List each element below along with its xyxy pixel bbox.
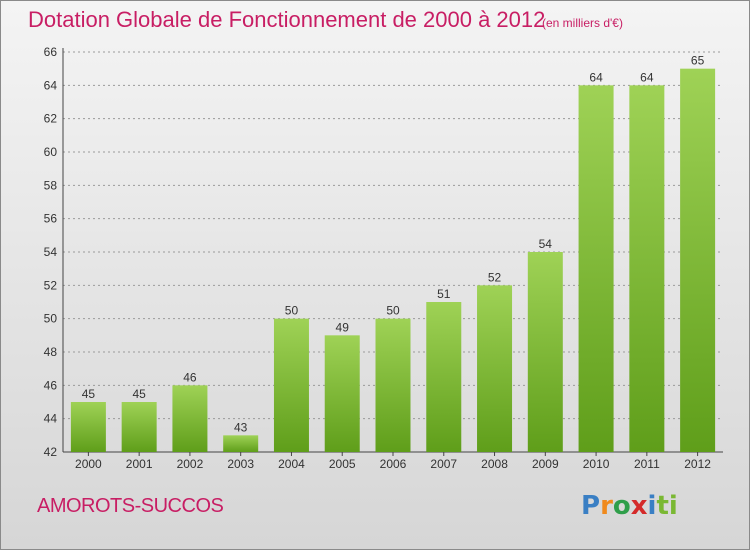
bar — [375, 318, 411, 452]
logo-letter: o — [612, 491, 631, 521]
logo-letter: P — [581, 491, 601, 521]
y-tick-label: 56 — [44, 212, 58, 226]
data-label: 64 — [640, 70, 654, 84]
logo-letter: i — [647, 491, 657, 521]
bar — [477, 285, 513, 452]
x-tick-label: 2001 — [126, 457, 153, 471]
bar — [578, 85, 614, 452]
y-tick-label: 50 — [44, 312, 58, 326]
bar — [121, 402, 157, 452]
y-tick-label: 54 — [44, 245, 58, 259]
data-label: 54 — [539, 237, 553, 251]
chart-subtitle: (en milliers d'€) — [542, 16, 623, 30]
data-labels: 45 45 46 43 50 49 50 51 52 54 64 64 65 — [82, 54, 705, 435]
data-label: 50 — [386, 304, 400, 318]
x-tick-label: 2007 — [430, 457, 457, 471]
chart-title: Dotation Globale de Fonctionnement de 20… — [28, 7, 546, 32]
bar — [426, 302, 462, 452]
bar — [273, 318, 309, 452]
y-tick-label: 62 — [44, 112, 58, 126]
logo-letter: ti — [656, 491, 678, 521]
x-tick-label: 2006 — [380, 457, 407, 471]
x-tick-label: 2000 — [75, 457, 102, 471]
data-label: 46 — [183, 370, 197, 384]
logo-letter: r — [600, 491, 613, 521]
commune-name: AMOROTS-SUCCOS — [37, 495, 224, 517]
data-label: 52 — [488, 270, 502, 284]
y-tick-label: 48 — [44, 345, 58, 359]
y-tick-label: 42 — [44, 445, 58, 459]
x-tick-label: 2005 — [329, 457, 356, 471]
y-tick-label: 46 — [44, 378, 58, 392]
x-tick-label: 2002 — [177, 457, 204, 471]
data-label: 64 — [589, 70, 603, 84]
x-axis: 2000 2001 2002 2003 2004 2005 2006 2007 2008 2009… — [75, 452, 711, 471]
data-label: 50 — [285, 304, 299, 318]
data-label: 45 — [132, 387, 146, 401]
bar — [223, 435, 259, 452]
y-tick-label: 52 — [44, 278, 58, 292]
y-tick-label: 44 — [44, 412, 58, 426]
bar — [172, 385, 208, 452]
data-label: 45 — [82, 387, 96, 401]
proxiti-logo[interactable]: Proxiti — [581, 491, 678, 521]
x-tick-label: 2009 — [532, 457, 559, 471]
x-tick-label: 2010 — [583, 457, 610, 471]
bar — [324, 335, 360, 452]
bars — [70, 68, 716, 453]
bar — [527, 252, 563, 452]
data-label: 43 — [234, 420, 248, 434]
x-tick-label: 2011 — [634, 457, 660, 471]
x-tick-label: 2008 — [481, 457, 508, 471]
logo-letter: x — [630, 491, 648, 521]
bar — [680, 68, 716, 453]
y-tick-label: 66 — [44, 45, 58, 59]
bar — [70, 402, 106, 452]
data-label: 51 — [437, 287, 451, 301]
x-tick-label: 2004 — [278, 457, 305, 471]
bar — [629, 85, 665, 452]
x-tick-label: 2003 — [227, 457, 254, 471]
y-tick-label: 64 — [44, 78, 58, 92]
x-tick-label: 2012 — [684, 457, 711, 471]
y-tick-label: 60 — [44, 145, 58, 159]
data-label: 49 — [336, 320, 350, 334]
data-label: 65 — [691, 54, 705, 68]
y-tick-label: 58 — [44, 178, 58, 192]
